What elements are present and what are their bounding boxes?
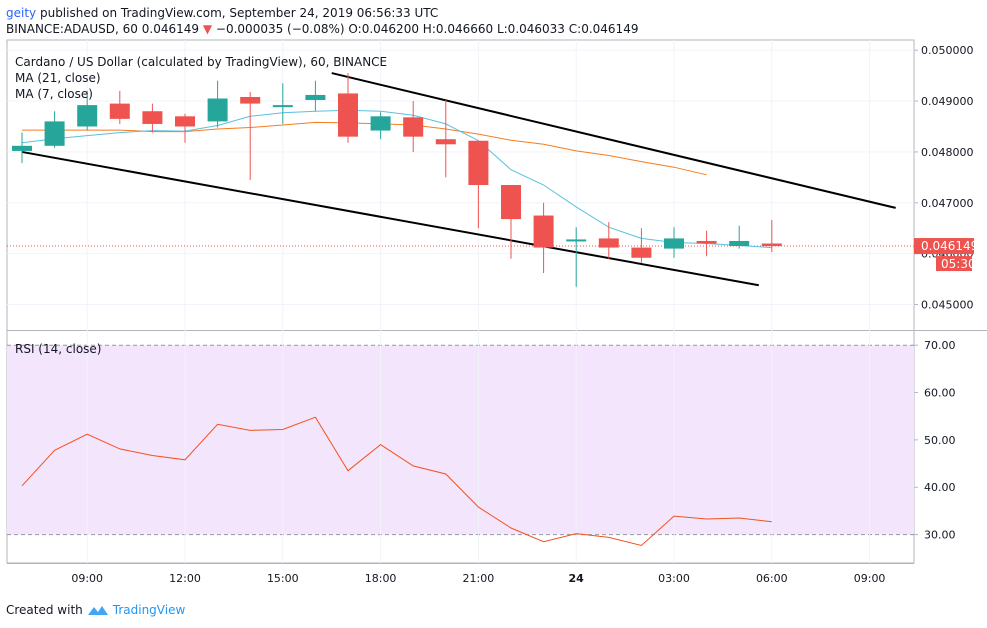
time-tick-label: 12:00 bbox=[169, 572, 201, 585]
footer: Created with TradingView bbox=[6, 603, 185, 617]
symbol-name: BINANCE:ADAUSD, 60 bbox=[6, 22, 138, 36]
ma7-line bbox=[21, 109, 772, 249]
rsi-line bbox=[21, 416, 772, 547]
ohlc-close: C:0.046149 bbox=[568, 22, 639, 36]
candle-body bbox=[598, 238, 619, 248]
candle-body bbox=[370, 116, 391, 131]
candle-body bbox=[761, 243, 782, 247]
candle-body bbox=[631, 247, 652, 258]
down-arrow-icon: ▼ bbox=[202, 22, 213, 36]
price-tick-label: 0.050000 bbox=[921, 44, 974, 57]
chart-title: Cardano / US Dollar (calculated by Tradi… bbox=[15, 55, 387, 69]
ma7-series bbox=[21, 109, 772, 249]
time-tick-label: 06:00 bbox=[756, 572, 788, 585]
trendlines bbox=[21, 72, 896, 287]
candle-body bbox=[501, 185, 521, 220]
author-link[interactable]: geity bbox=[6, 6, 37, 20]
candle-body bbox=[207, 98, 228, 122]
rsi-tick-label: 60.00 bbox=[924, 387, 956, 400]
ma7-legend: MA (7, close) bbox=[15, 87, 93, 101]
time-tick-label: 18:00 bbox=[365, 572, 397, 585]
candle-body bbox=[435, 139, 456, 145]
countdown-badge bbox=[936, 256, 972, 272]
publish-info: published on TradingView.com, September … bbox=[39, 6, 439, 20]
time-tick-label: 09:00 bbox=[854, 572, 886, 585]
candle-body bbox=[109, 103, 130, 119]
price-tick-label: 0.049000 bbox=[921, 95, 974, 108]
created-with-label: Created with bbox=[6, 603, 83, 617]
countdown-badge-text: 05:30 bbox=[941, 257, 976, 271]
time-tick-label: 09:00 bbox=[71, 572, 103, 585]
rsi-tick-label: 30.00 bbox=[924, 529, 956, 542]
last-price-badge-text: 0.046149 bbox=[921, 239, 978, 253]
candle-body bbox=[468, 140, 489, 185]
ma21-legend: MA (21, close) bbox=[15, 71, 101, 85]
last-price-badge bbox=[914, 238, 974, 255]
candle-body bbox=[729, 240, 750, 247]
candle-body bbox=[696, 240, 717, 244]
rsi-tick-label: 50.00 bbox=[924, 434, 956, 447]
rsi-tick-label: 70.00 bbox=[924, 339, 956, 352]
publish-line: geity published on TradingView.com, Sept… bbox=[6, 6, 438, 20]
candles bbox=[12, 73, 782, 287]
tradingview-brand-link[interactable]: TradingView bbox=[112, 603, 186, 617]
price-tick-label: 0.048000 bbox=[921, 146, 974, 159]
price-tick-label: 0.045000 bbox=[921, 299, 974, 312]
trendline-upper bbox=[331, 72, 896, 209]
symbol-line: BINANCE:ADAUSD, 60 0.046149 ▼ −0.000035 … bbox=[6, 22, 638, 36]
candle-body bbox=[566, 239, 587, 242]
rsi-series bbox=[21, 416, 772, 547]
time-tick-label: 24 bbox=[569, 572, 585, 585]
ma21-series bbox=[22, 121, 707, 176]
ohlc-open: O:0.046200 bbox=[348, 22, 419, 36]
candle-body bbox=[12, 145, 32, 151]
price-tick-label: 0.047000 bbox=[921, 197, 974, 210]
candle-body bbox=[664, 238, 684, 249]
candle-body bbox=[272, 105, 293, 108]
candle-body bbox=[175, 116, 195, 127]
price-badges: 0.046149 05:30 bbox=[914, 238, 978, 272]
candle-body bbox=[142, 111, 163, 124]
candle-body bbox=[338, 93, 358, 137]
candle-body bbox=[77, 105, 98, 127]
last-price: 0.046149 bbox=[141, 22, 200, 36]
candle-body bbox=[240, 96, 261, 104]
rsi-band bbox=[7, 345, 914, 535]
trendline-lower bbox=[21, 150, 759, 287]
candle-body bbox=[44, 121, 65, 146]
ohlc-low: L:0.046033 bbox=[496, 22, 565, 36]
time-tick-label: 03:00 bbox=[658, 572, 690, 585]
tradingview-logo-icon bbox=[87, 606, 108, 615]
ohlc-high: H:0.046660 bbox=[422, 22, 494, 36]
candle-body bbox=[533, 215, 554, 248]
rsi-band-group bbox=[7, 344, 914, 536]
ma21-line bbox=[22, 121, 707, 176]
time-tick-label: 15:00 bbox=[267, 572, 299, 585]
rsi-legend: RSI (14, close) bbox=[15, 342, 101, 356]
price-change: −0.000035 (−0.08%) bbox=[215, 22, 345, 36]
rsi-tick-label: 40.00 bbox=[924, 481, 956, 494]
candle-body bbox=[305, 94, 326, 101]
time-tick-label: 21:00 bbox=[463, 572, 495, 585]
candle-body bbox=[403, 117, 424, 137]
